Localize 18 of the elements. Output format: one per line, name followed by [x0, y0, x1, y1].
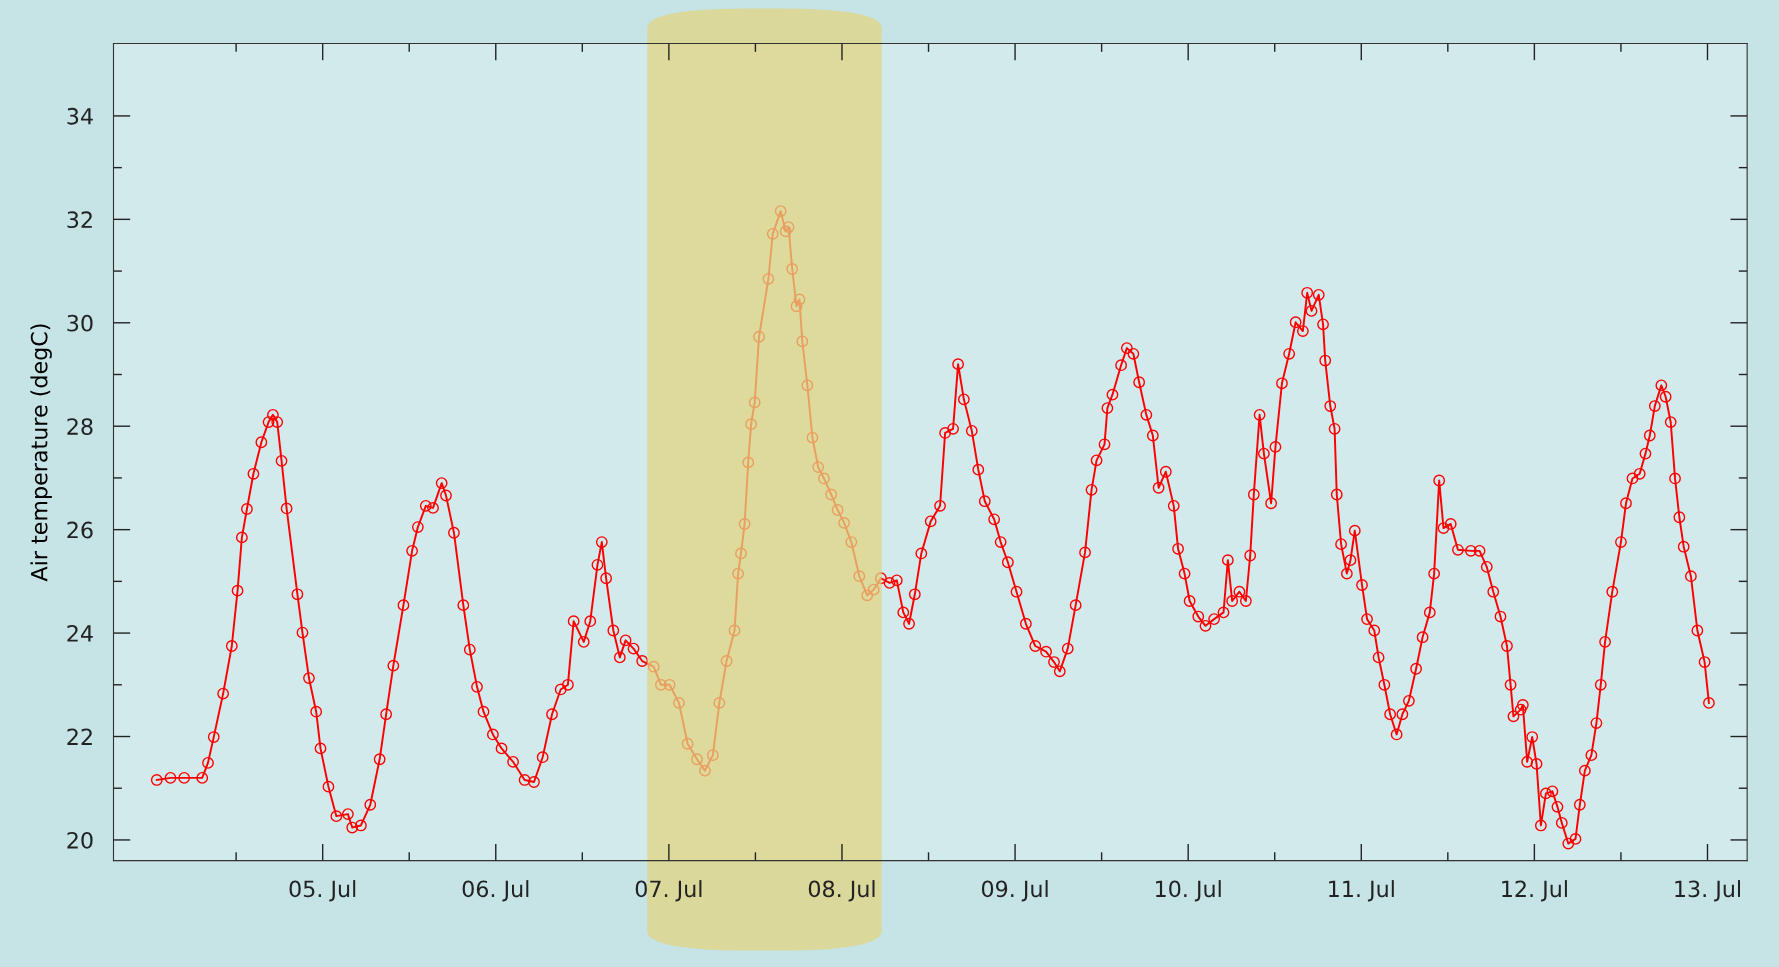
y-tick-label: 22 — [67, 728, 92, 745]
x-tick-label: 07. Jul — [635, 880, 702, 902]
y-tick-label: 24 — [67, 625, 93, 642]
y-tick-label: 20 — [67, 831, 93, 849]
x-tick-label: 10. Jul — [1156, 880, 1221, 902]
y-tick-label: 26 — [67, 521, 93, 539]
x-tick-label: 06. Jul — [462, 880, 529, 902]
y-axis-title: Air temperature (degC) — [30, 324, 52, 582]
x-tick-label: 11. Jul — [1329, 880, 1394, 902]
x-tick-label: 05. Jul — [289, 880, 356, 902]
y-tick-label: 34 — [67, 107, 93, 125]
x-tick-label: 12. Jul — [1502, 880, 1567, 902]
y-tick-label: 32 — [67, 211, 92, 229]
x-tick-label: 13. Jul — [1675, 880, 1741, 902]
y-tick-label: 28 — [67, 418, 93, 435]
x-tick-label: 08. Jul — [808, 880, 875, 902]
x-tick-label: 09. Jul — [981, 880, 1048, 902]
y-tick-label: 30 — [67, 314, 93, 332]
